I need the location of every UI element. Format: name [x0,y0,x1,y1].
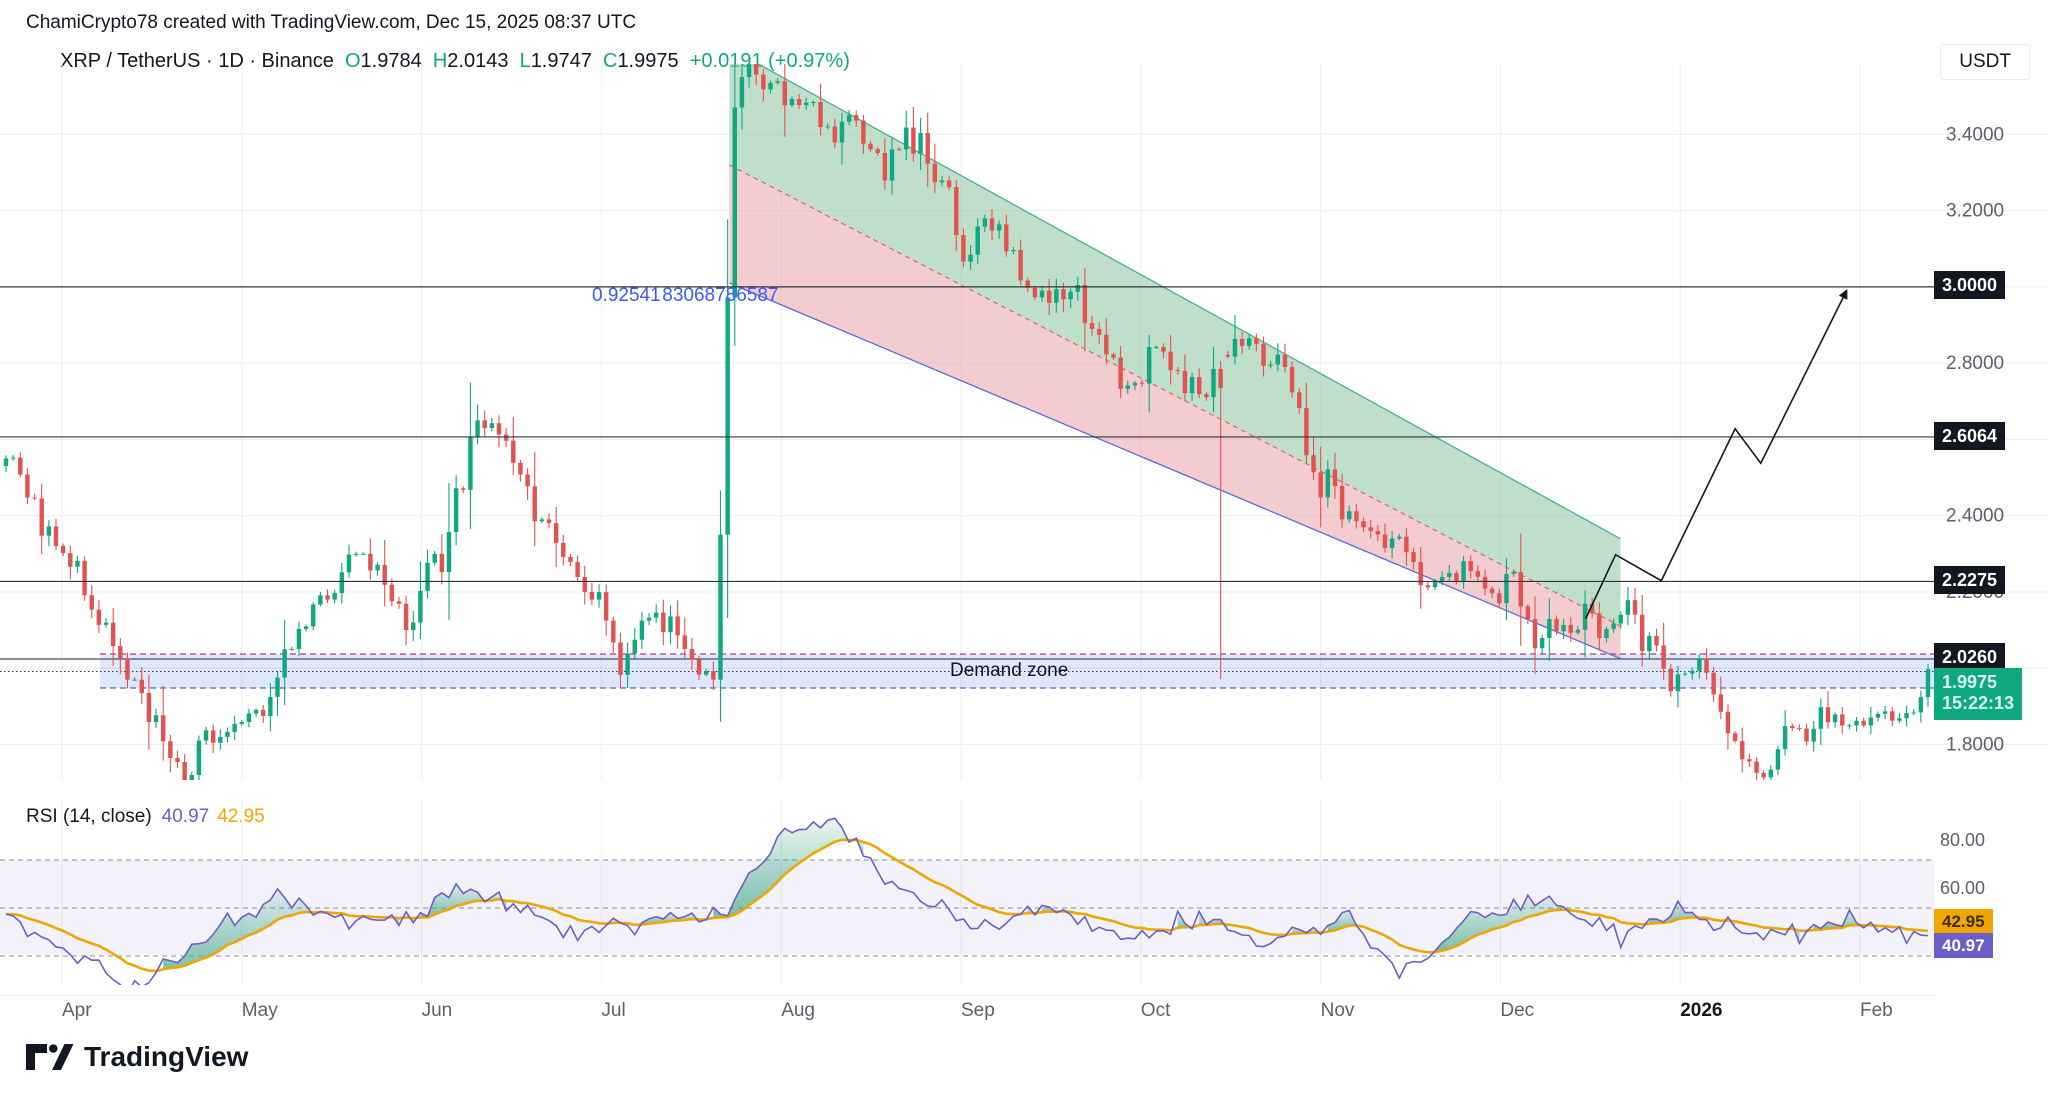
svg-text:Jun: Jun [422,1000,453,1021]
svg-text:Oct: Oct [1141,1000,1171,1021]
svg-text:Apr: Apr [62,1000,92,1021]
svg-text:3.4000: 3.4000 [1946,124,2004,145]
svg-text:80.00: 80.00 [1940,830,1985,850]
svg-text:2.8000: 2.8000 [1946,353,2004,374]
svg-text:Nov: Nov [1321,1000,1355,1021]
svg-text:2026: 2026 [1680,1000,1722,1021]
svg-text:1.8000: 1.8000 [1946,735,2004,756]
svg-text:Jul: Jul [601,1000,625,1021]
svg-text:Aug: Aug [781,1000,815,1021]
svg-text:3.2000: 3.2000 [1946,201,2004,222]
svg-text:Dec: Dec [1500,1000,1534,1021]
svg-text:May: May [242,1000,278,1021]
svg-text:Sep: Sep [961,1000,995,1021]
svg-text:Feb: Feb [1860,1000,1893,1021]
svg-text:2.4000: 2.4000 [1946,506,2004,527]
svg-text:60.00: 60.00 [1940,878,1985,898]
